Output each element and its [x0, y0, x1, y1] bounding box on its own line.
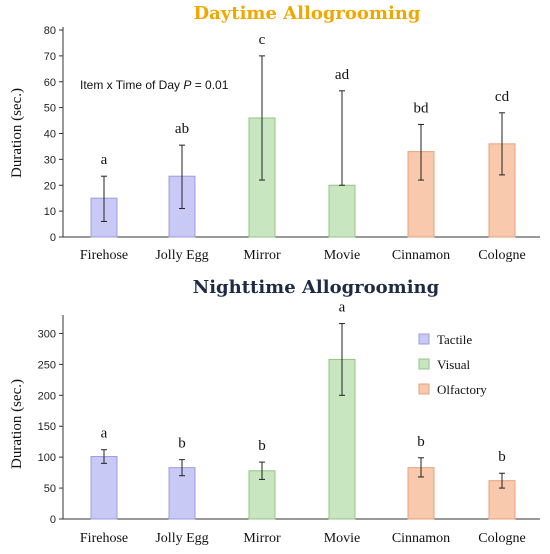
- nighttime-y-tick-label: 100: [38, 452, 56, 464]
- daytime-y-tick-label: 50: [44, 103, 56, 115]
- daytime-category-label-jolly-egg: Jolly Egg: [155, 248, 208, 263]
- nighttime-bar-firehose: [90, 456, 118, 520]
- daytime-significance-letter-jolly-egg: ab: [175, 121, 189, 137]
- nighttime-significance-letter-firehose: a: [101, 426, 108, 442]
- daytime-y-tick-label: 70: [44, 51, 56, 63]
- nighttime-y-tick-label: 50: [44, 483, 56, 495]
- nighttime-y-tick-label: 300: [38, 328, 56, 340]
- nighttime-y-tick-label: 0: [50, 514, 56, 526]
- daytime-category-label-firehose: Firehose: [80, 248, 128, 263]
- daytime-chart-title: Daytime Allogrooming: [194, 3, 421, 24]
- daytime-bar-movie: [328, 184, 356, 238]
- nighttime-y-tick-label: 250: [38, 359, 56, 371]
- daytime-category-label-cinnamon: Cinnamon: [392, 248, 450, 263]
- daytime-significance-letter-movie: ad: [335, 67, 350, 83]
- daytime-plot: 0 10 20 30 40 50 60 70 80 a Firehose ab Jolly Egg c Mi…: [44, 25, 540, 263]
- legend-label-tactile: Tactile: [437, 332, 472, 347]
- daytime-y-axis-label: Duration (sec.): [9, 88, 25, 178]
- nighttime-plot: 0 50 100 150 200 250 300 a Firehose b Jolly Egg b Mi…: [38, 300, 540, 546]
- nighttime-category-label-firehose: Firehose: [80, 531, 128, 546]
- nighttime-category-label-cologne: Cologne: [478, 531, 525, 546]
- nighttime-significance-letter-cinnamon: b: [417, 434, 425, 450]
- daytime-significance-letter-cologne: cd: [495, 89, 510, 105]
- legend-swatch-visual: [418, 358, 430, 370]
- annotation-p-symbol: P: [183, 78, 191, 92]
- daytime-category-label-cologne: Cologne: [478, 248, 525, 263]
- daytime-significance-letter-mirror: c: [259, 32, 266, 48]
- nighttime-chart-title: Nighttime Allogrooming: [193, 277, 440, 298]
- nighttime-significance-letter-cologne: b: [498, 449, 506, 465]
- daytime-y-tick-label: 80: [44, 25, 56, 37]
- daytime-y-tick-label: 0: [50, 232, 56, 244]
- nighttime-significance-letter-jolly-egg: b: [178, 436, 186, 452]
- nighttime-y-tick-label: 150: [38, 421, 56, 433]
- legend-label-olfactory: Olfactory: [437, 382, 487, 397]
- nighttime-y-axis-label: Duration (sec.): [9, 379, 25, 469]
- nighttime-category-label-mirror: Mirror: [243, 531, 281, 546]
- legend-swatch-tactile: [418, 333, 430, 345]
- daytime-y-tick-label: 60: [44, 77, 56, 89]
- daytime-category-label-mirror: Mirror: [243, 248, 281, 263]
- daytime-category-label-movie: Movie: [324, 248, 361, 263]
- nighttime-category-label-movie: Movie: [324, 531, 361, 546]
- legend-label-visual: Visual: [437, 357, 471, 372]
- nighttime-significance-letter-movie: a: [339, 300, 346, 316]
- nighttime-y-tick-label: 200: [38, 390, 56, 402]
- legend: Tactile Visual Olfactory: [418, 332, 487, 397]
- daytime-significance-letter-firehose: a: [101, 152, 108, 168]
- legend-swatch-olfactory: [418, 383, 430, 395]
- nighttime-category-label-jolly-egg: Jolly Egg: [155, 531, 208, 546]
- annotation-suffix: = 0.01: [191, 78, 228, 92]
- annotation-prefix: Item x Time of Day: [80, 78, 183, 92]
- nighttime-category-label-cinnamon: Cinnamon: [392, 531, 450, 546]
- interaction-annotation: Item x Time of Day P = 0.01: [80, 78, 229, 92]
- daytime-y-tick-label: 10: [44, 206, 56, 218]
- daytime-significance-letter-cinnamon: bd: [414, 100, 430, 116]
- daytime-y-tick-label: 30: [44, 154, 56, 166]
- nighttime-bar-jolly-egg: [168, 467, 196, 520]
- daytime-y-tick-label: 40: [44, 129, 56, 141]
- nighttime-significance-letter-mirror: b: [258, 438, 266, 454]
- daytime-y-tick-label: 20: [44, 180, 56, 192]
